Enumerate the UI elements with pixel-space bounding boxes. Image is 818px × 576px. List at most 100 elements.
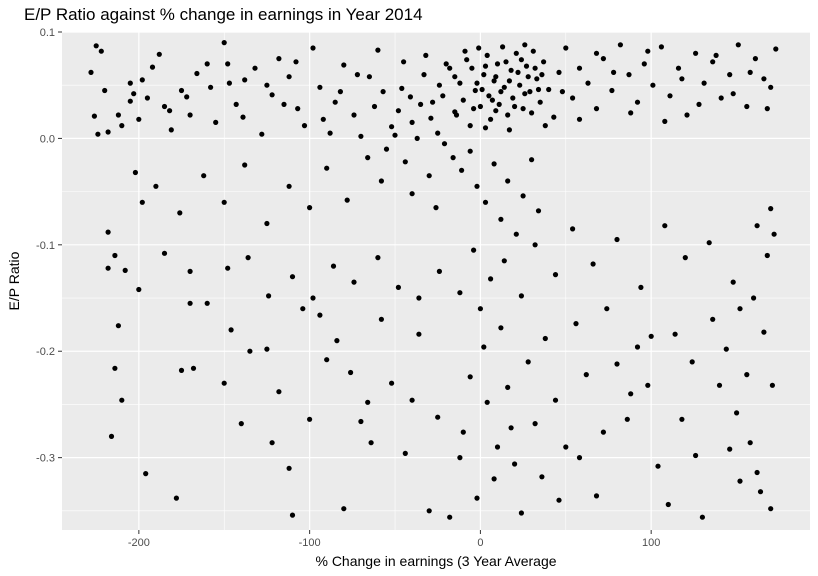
data-point [102, 87, 108, 94]
x-tick-label: 100 [642, 537, 660, 549]
data-point [489, 97, 495, 103]
data-point [112, 252, 118, 259]
data-point [699, 514, 706, 520]
data-point [286, 465, 292, 471]
data-point [539, 474, 545, 480]
data-point [723, 346, 729, 352]
data-point [392, 132, 398, 138]
data-point [518, 510, 525, 516]
data-point [190, 365, 197, 371]
data-point [447, 514, 453, 520]
data-point [523, 63, 530, 69]
data-point [264, 220, 270, 227]
data-point [525, 359, 531, 365]
data-point [590, 261, 596, 267]
data-point [286, 183, 292, 189]
data-point [734, 410, 740, 416]
data-point [471, 247, 477, 253]
data-points [88, 40, 779, 520]
data-point [771, 231, 777, 237]
data-point [546, 86, 552, 93]
data-point [626, 72, 632, 78]
data-point [371, 103, 378, 110]
data-point [131, 91, 137, 97]
data-point [768, 84, 774, 90]
data-point [689, 359, 695, 365]
data-point [693, 452, 699, 459]
data-point [482, 63, 489, 69]
data-point [576, 116, 583, 122]
data-point [511, 461, 518, 467]
data-point [366, 74, 372, 80]
data-point [655, 463, 661, 469]
data-point [293, 59, 299, 65]
data-point [515, 69, 521, 75]
data-point [457, 290, 463, 296]
data-point [513, 50, 519, 56]
data-point [556, 497, 562, 503]
data-point [452, 74, 458, 80]
data-point [751, 295, 757, 301]
data-point [494, 444, 501, 450]
data-point [727, 72, 733, 78]
data-point [332, 99, 338, 105]
data-point [682, 255, 688, 261]
data-point [225, 265, 231, 271]
data-point [167, 108, 173, 114]
chart-title: E/P Ratio against % change in earnings i… [24, 5, 423, 24]
data-point [710, 316, 716, 322]
data-point [472, 87, 478, 94]
data-point [491, 78, 497, 84]
data-point [401, 59, 407, 65]
data-point [327, 130, 333, 136]
data-point [459, 167, 465, 173]
data-point [435, 130, 441, 136]
data-point [144, 95, 150, 101]
data-point [337, 89, 343, 95]
data-point [238, 421, 244, 427]
data-point [242, 162, 248, 168]
data-point [91, 113, 97, 119]
data-point [474, 183, 480, 189]
data-point [407, 94, 413, 100]
data-point [161, 103, 168, 110]
data-point [127, 80, 133, 86]
data-point [764, 252, 770, 259]
data-point [593, 106, 600, 112]
data-point [498, 89, 504, 95]
data-point [430, 99, 436, 105]
data-point [358, 418, 364, 425]
data-point [517, 82, 523, 88]
data-point [713, 52, 719, 59]
data-point [187, 300, 193, 306]
data-point [539, 72, 545, 78]
data-point [498, 325, 504, 331]
data-point [139, 199, 145, 205]
data-point [233, 101, 239, 107]
data-point [665, 501, 671, 508]
data-point [330, 263, 337, 269]
data-point [426, 173, 432, 179]
data-point [423, 52, 429, 59]
data-point [324, 165, 330, 171]
data-point [576, 65, 583, 71]
data-point [518, 293, 525, 299]
data-point [593, 493, 600, 499]
data-point [650, 82, 656, 88]
data-point [389, 380, 395, 386]
data-point [628, 391, 634, 397]
data-point [457, 455, 463, 461]
data-point [696, 101, 702, 107]
data-point [453, 112, 460, 118]
data-point [341, 506, 347, 512]
data-point [399, 85, 405, 91]
data-point [530, 48, 536, 54]
data-point [264, 82, 270, 88]
data-point [662, 223, 668, 229]
data-point [467, 148, 473, 154]
data-point [317, 312, 323, 318]
data-point [541, 59, 547, 65]
data-point [494, 61, 501, 67]
data-point [617, 42, 624, 48]
data-point [187, 112, 193, 118]
